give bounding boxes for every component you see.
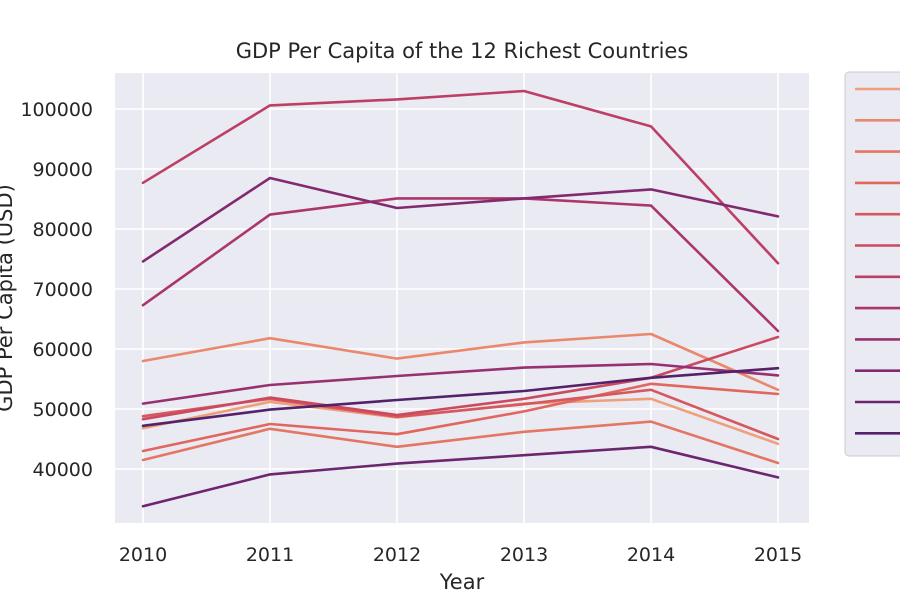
- series-line-9: [141, 362, 780, 405]
- x-axis-label: Year: [439, 570, 485, 594]
- y-tick-label: 90000: [33, 159, 93, 181]
- series-line-7: [141, 89, 780, 265]
- x-tick-label: 2011: [246, 544, 294, 566]
- y-tick-label: 80000: [33, 219, 93, 241]
- legend: [844, 71, 900, 457]
- plot-area: [115, 73, 809, 523]
- x-tick-label: 2012: [373, 544, 421, 566]
- y-tick-label: 40000: [33, 459, 93, 481]
- x-tick-label: 2015: [754, 544, 802, 566]
- chart-title: GDP Per Capita of the 12 Richest Countri…: [236, 39, 689, 63]
- legend-box: [844, 71, 900, 457]
- series-line-11: [141, 445, 780, 508]
- series-lines: [141, 89, 780, 508]
- x-tick-label: 2014: [627, 544, 675, 566]
- series-line-4: [141, 382, 780, 453]
- legend-items: [855, 87, 900, 435]
- y-axis-label: GDP Per Capita (USD): [0, 184, 17, 412]
- y-tick-label: 70000: [33, 279, 93, 301]
- tick-labels: 2010 2011 2012 2013 2014 2015 40000 50000 60000 7…: [20, 99, 802, 566]
- series-line-12: [141, 366, 780, 428]
- y-tick-label: 60000: [33, 339, 93, 361]
- series-line-8: [141, 197, 780, 333]
- x-tick-label: 2010: [119, 544, 167, 566]
- series-line-6: [141, 335, 780, 421]
- series-line-3: [141, 420, 780, 465]
- y-tick-label: 50000: [33, 399, 93, 421]
- x-tick-label: 2013: [500, 544, 548, 566]
- series-line-2: [141, 332, 780, 392]
- series-line-10: [141, 176, 780, 263]
- y-tick-label: 100000: [20, 99, 93, 121]
